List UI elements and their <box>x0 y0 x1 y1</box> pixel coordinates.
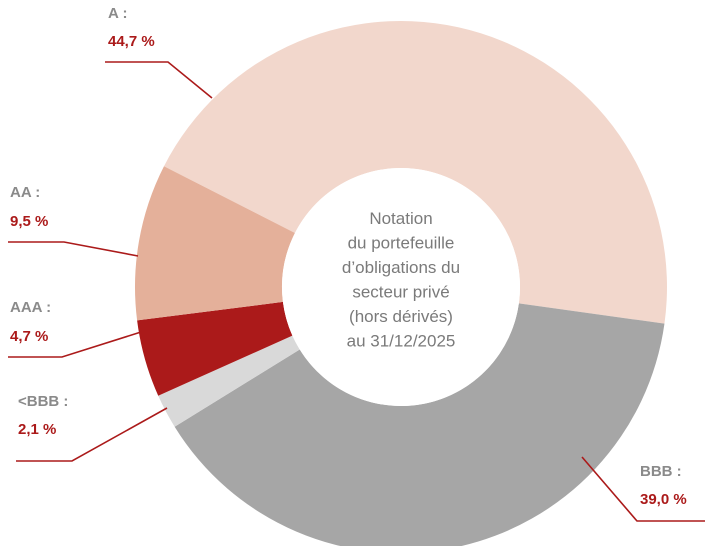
center-label: au 31/12/2025 <box>347 332 456 351</box>
center-label: d’obligations du <box>342 258 460 277</box>
slice-name: BBB : <box>640 463 682 480</box>
slice-value: 44,7 % <box>108 33 155 50</box>
slice-name: <BBB : <box>18 393 68 410</box>
leader-line <box>105 61 213 99</box>
leader-line <box>8 331 142 358</box>
donut-hole <box>282 168 520 406</box>
donut-slice <box>174 303 665 546</box>
slice-value: 4,7 % <box>10 328 48 345</box>
slice-name: A : <box>108 5 127 22</box>
leader-line <box>581 456 705 522</box>
center-label: Notation <box>369 209 432 228</box>
donut-slice <box>163 20 668 324</box>
leader-line <box>16 407 168 462</box>
center-label: (hors dérivés) <box>349 307 453 326</box>
slice-value: 2,1 % <box>18 421 56 438</box>
center-label: secteur privé <box>352 283 449 302</box>
leader-line <box>8 241 139 257</box>
slice-name: AAA : <box>10 299 51 316</box>
donut-slice <box>137 301 293 396</box>
donut-slice <box>158 335 300 427</box>
slice-value: 9,5 % <box>10 213 48 230</box>
slice-value: 39,0 % <box>640 491 687 508</box>
slice-name: AA : <box>10 184 40 201</box>
center-label: du portefeuille <box>348 234 455 253</box>
donut-slice <box>134 166 295 321</box>
